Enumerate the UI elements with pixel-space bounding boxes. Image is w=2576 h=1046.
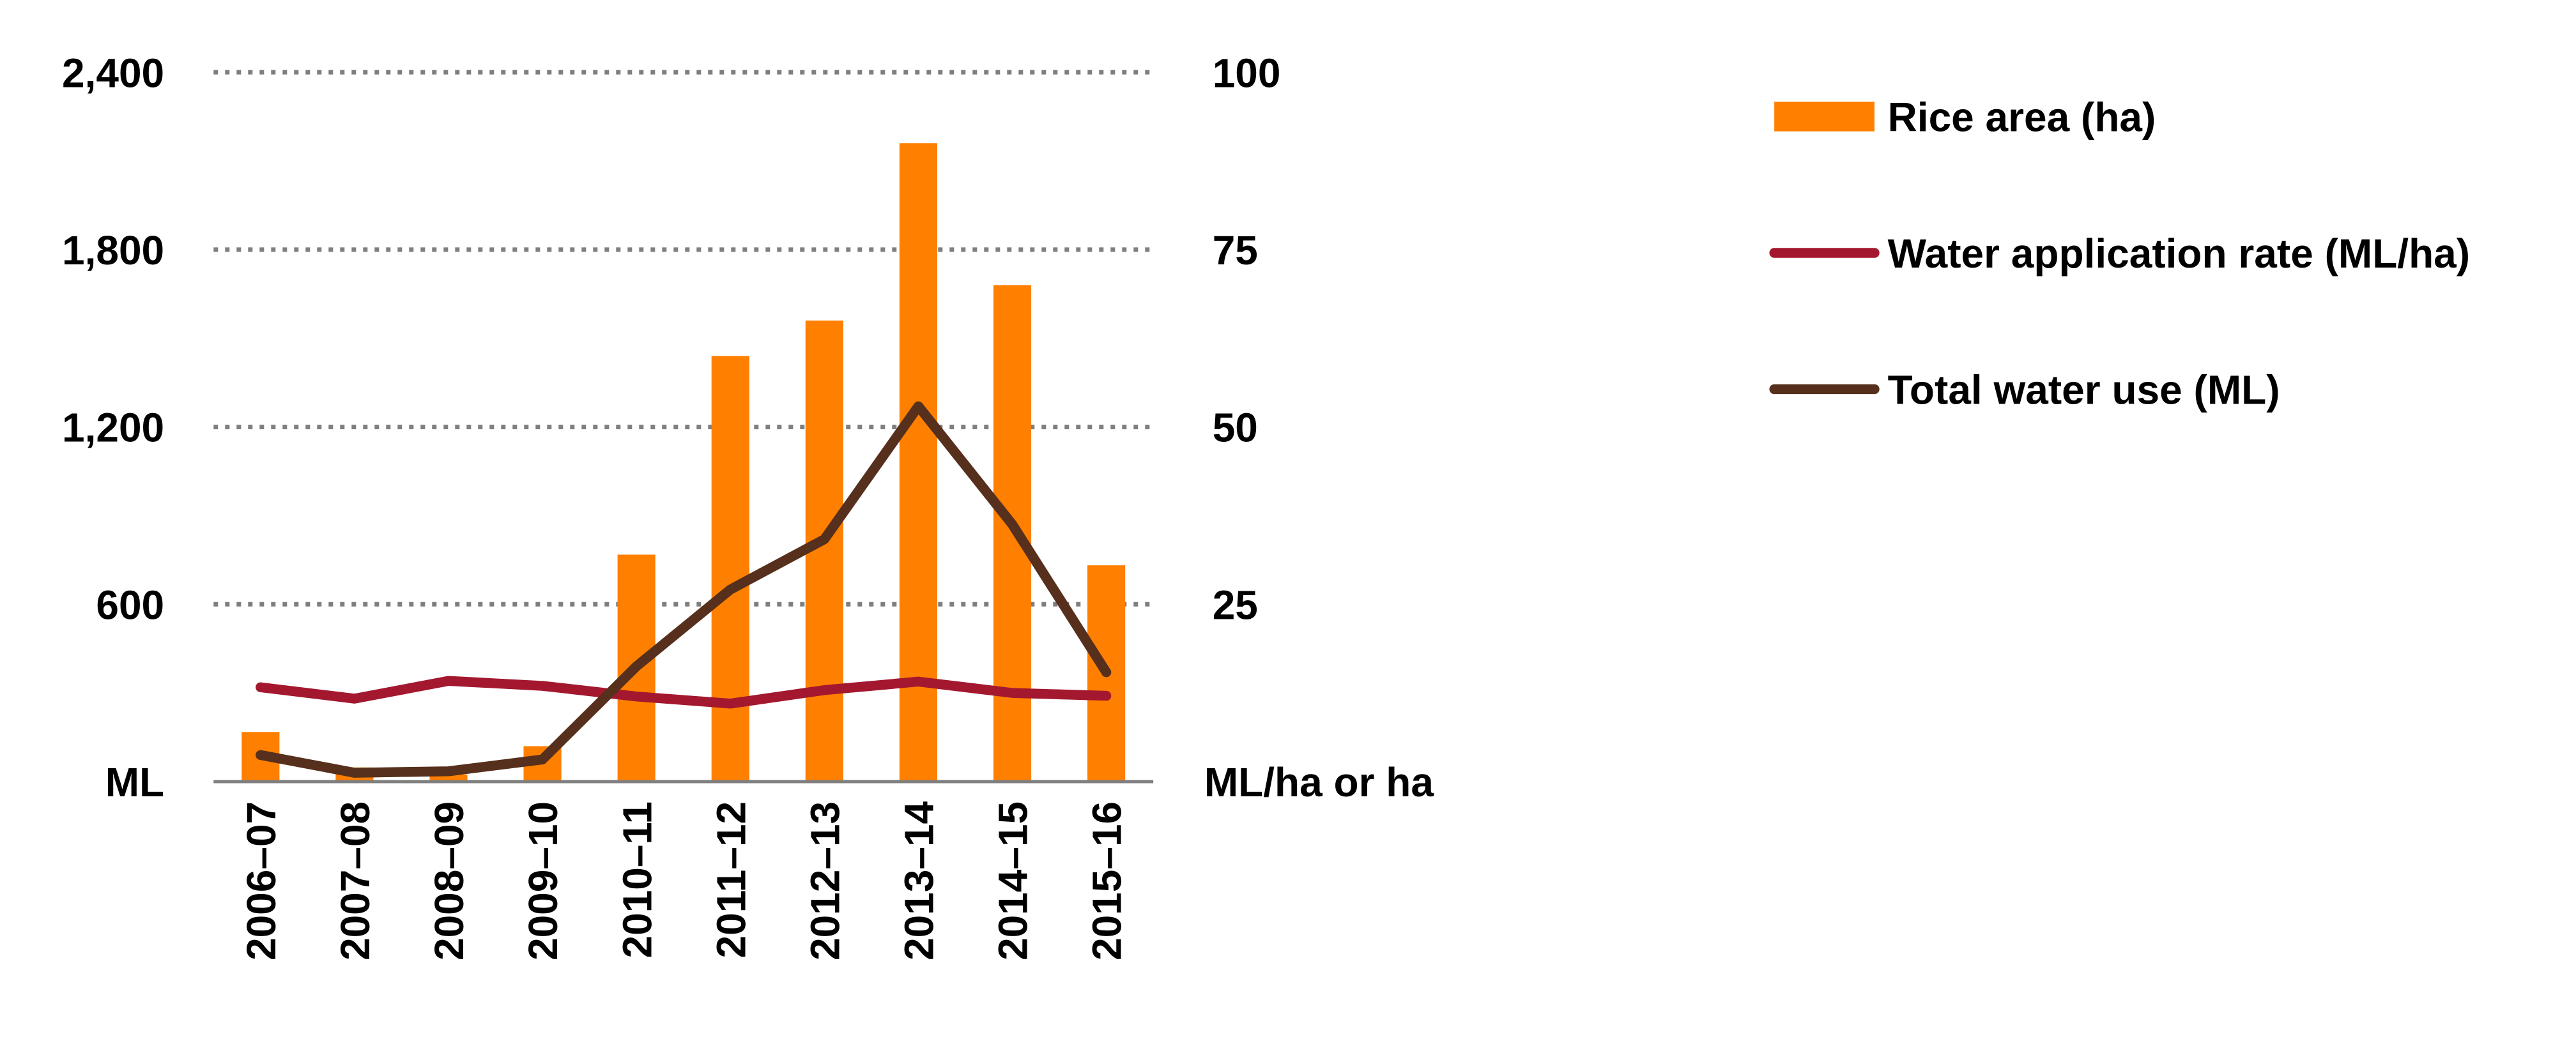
- right-tick-label-2: 50: [1213, 405, 1258, 451]
- x-tick-label-9: 2015–16: [1084, 801, 1130, 960]
- x-axis-tick-labels: 2006–07 2007–08 2008–09 2009–10 2010–11 2011–…: [238, 801, 1130, 960]
- series-line-1: [256, 676, 1112, 709]
- legend-swatch-0: [1774, 102, 1874, 132]
- left-tick-label-0: 2,400: [62, 50, 164, 96]
- left-tick-label-2: 1,200: [62, 405, 164, 451]
- right-tick-label-1: 75: [1213, 227, 1258, 273]
- line-series: [256, 401, 1112, 778]
- bar-0-7: [899, 143, 937, 782]
- legend-label-1: Water application rate (ML/ha): [1888, 231, 2471, 277]
- x-tick-label-7: 2013–14: [896, 801, 942, 960]
- left-axis-unit-label: ML: [105, 759, 164, 805]
- right-axis-tick-labels: 100 75 50 25: [1213, 50, 1281, 628]
- left-axis-tick-labels: 2,400 1,800 1,200 600: [62, 50, 164, 628]
- x-tick-label-1: 2007–08: [332, 801, 378, 960]
- bar-0-5: [711, 356, 749, 782]
- x-tick-label-2: 2008–09: [426, 801, 472, 960]
- x-tick-label-5: 2011–12: [708, 801, 754, 959]
- legend-label-0: Rice area (ha): [1888, 95, 2156, 140]
- x-tick-label-4: 2010–11: [614, 801, 660, 959]
- x-tick-label-3: 2009–10: [520, 801, 566, 960]
- left-tick-label-1: 1,800: [62, 227, 164, 273]
- right-tick-label-3: 25: [1213, 582, 1258, 628]
- x-tick-label-8: 2014–15: [990, 801, 1036, 960]
- legend: Rice area (ha) Water application rate (ML…: [1769, 95, 2471, 413]
- bar-0-2: [429, 774, 468, 782]
- right-axis-unit-label: ML/ha or ha: [1204, 759, 1434, 805]
- x-tick-label-0: 2006–07: [238, 801, 284, 960]
- legend-label-2: Total water use (ML): [1888, 367, 2280, 413]
- series-line-2: [256, 401, 1112, 778]
- right-tick-label-0: 100: [1213, 50, 1281, 96]
- left-tick-label-3: 600: [96, 582, 164, 628]
- x-tick-label-6: 2012–13: [802, 801, 848, 960]
